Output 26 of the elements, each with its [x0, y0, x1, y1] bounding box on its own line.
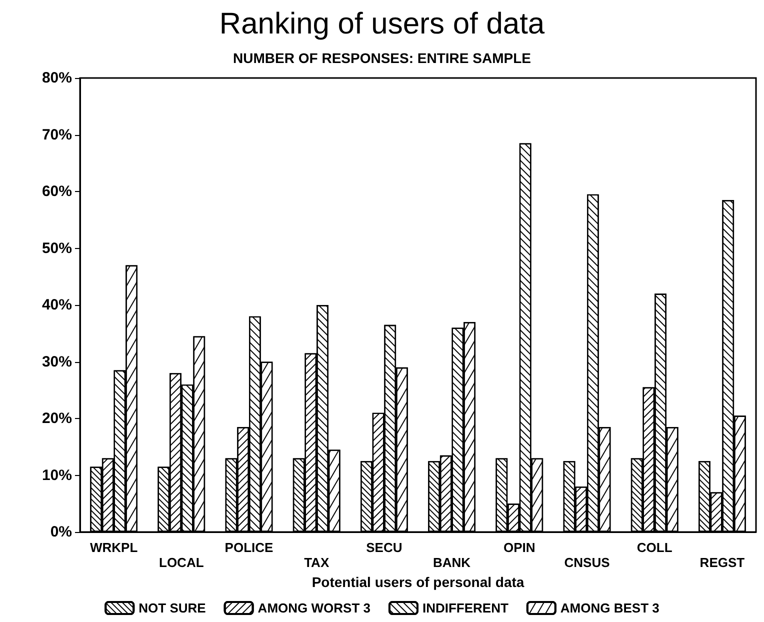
x-axis-title: Potential users of personal data — [312, 574, 524, 590]
x-tick-label: TAX — [304, 555, 330, 570]
legend-label: AMONG WORST 3 — [258, 600, 370, 616]
x-tick-label: COLL — [636, 540, 672, 555]
legend-label: INDIFFERENT — [422, 600, 508, 616]
x-tick-label: CNSUS — [564, 555, 610, 570]
y-tick-label: 20% — [42, 410, 72, 427]
x-tick-label: OPIN — [504, 540, 536, 555]
y-tick-label: 60% — [42, 183, 72, 200]
x-tick-label: POLICE — [224, 540, 274, 555]
y-tick-label: 40% — [42, 296, 72, 314]
x-tick-label: SECU — [366, 540, 402, 555]
y-tick-label: 0% — [50, 524, 72, 540]
y-tick-label: 10% — [42, 466, 72, 484]
x-tick-label: REGST — [700, 555, 745, 570]
y-tick-label: 50% — [42, 240, 72, 257]
y-tick-label: 70% — [42, 126, 72, 144]
x-tick-label: LOCAL — [159, 555, 204, 570]
chart-title: Ranking of users of data — [219, 8, 545, 40]
y-tick-label: 80% — [42, 70, 72, 86]
legend-label: AMONG BEST 3 — [560, 600, 660, 616]
y-tick-label: 30% — [42, 353, 72, 370]
x-tick-label: BANK — [433, 555, 472, 570]
x-tick-label: WRKPL — [90, 540, 138, 555]
chart-subtitle: NUMBER OF RESPONSES: ENTIRE SAMPLE — [233, 50, 531, 66]
legend-label: NOT SURE — [138, 600, 206, 616]
